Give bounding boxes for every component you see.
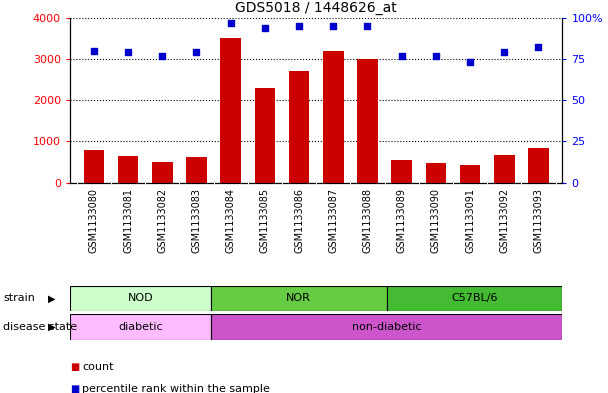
Bar [210,286,387,311]
Point [465,59,475,65]
Bar [358,59,378,183]
Text: NOR: NOR [286,294,311,303]
Text: C57BL/6: C57BL/6 [451,294,498,303]
Text: GSM1133088: GSM1133088 [362,188,373,253]
Bar [83,150,104,183]
Point [397,53,407,59]
Text: diabetic: diabetic [118,322,162,332]
Text: GSM1133087: GSM1133087 [328,188,338,253]
Text: GSM1133085: GSM1133085 [260,188,270,253]
Text: non-diabetic: non-diabetic [351,322,421,332]
Title: GDS5018 / 1448626_at: GDS5018 / 1448626_at [235,1,397,15]
Point [226,20,235,26]
Text: GSM1133091: GSM1133091 [465,188,475,253]
Bar [494,155,514,183]
Point [157,53,167,59]
Point [534,44,544,51]
Bar [220,38,241,183]
Bar [210,314,562,340]
Text: NOD: NOD [128,294,153,303]
Text: count: count [82,362,114,372]
Bar [186,157,207,183]
Point [294,23,304,29]
Text: GSM1133089: GSM1133089 [396,188,407,253]
Text: ■: ■ [70,362,79,372]
Bar [392,160,412,183]
Text: GSM1133081: GSM1133081 [123,188,133,253]
Bar [70,314,210,340]
Text: GSM1133082: GSM1133082 [157,188,167,253]
Point [89,48,98,54]
Bar [70,286,210,311]
Bar [387,286,562,311]
Text: strain: strain [3,294,35,303]
Text: GSM1133080: GSM1133080 [89,188,99,253]
Bar [460,165,480,183]
Text: GSM1133086: GSM1133086 [294,188,304,253]
Text: disease state: disease state [3,322,77,332]
Bar [323,51,344,183]
Point [431,53,441,59]
Bar [152,162,173,183]
Point [192,49,201,55]
Text: GSM1133092: GSM1133092 [499,188,510,253]
Bar [289,71,309,183]
Point [123,49,133,55]
Point [362,23,372,29]
Point [499,49,509,55]
Bar [426,163,446,183]
Text: ▶: ▶ [48,322,55,332]
Point [260,24,270,31]
Bar [118,156,138,183]
Text: percentile rank within the sample: percentile rank within the sample [82,384,270,393]
Text: GSM1133084: GSM1133084 [226,188,236,253]
Bar [255,88,275,183]
Bar [528,149,548,183]
Text: ▶: ▶ [48,294,55,303]
Text: GSM1133093: GSM1133093 [533,188,544,253]
Text: GSM1133083: GSM1133083 [192,188,201,253]
Text: ■: ■ [70,384,79,393]
Text: GSM1133090: GSM1133090 [431,188,441,253]
Point [328,23,338,29]
